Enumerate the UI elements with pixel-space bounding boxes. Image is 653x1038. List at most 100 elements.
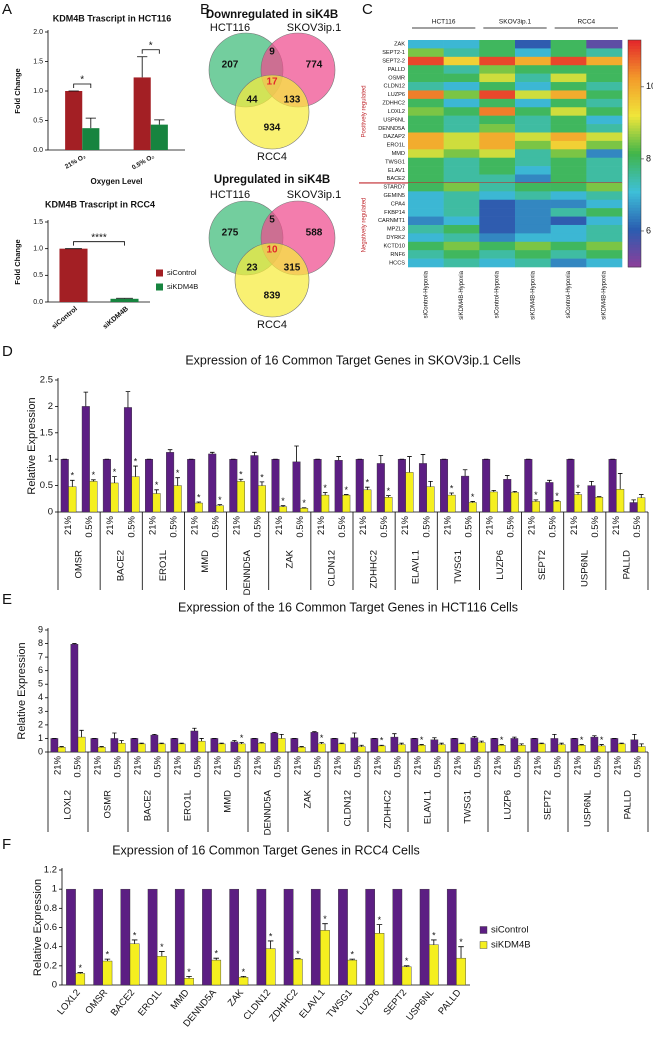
heatmap-cell xyxy=(479,132,516,142)
bar xyxy=(277,738,286,753)
y-tick-label: 0.2 xyxy=(44,960,57,971)
sub-category-label: 21% xyxy=(400,515,411,535)
sub-category-label: 21% xyxy=(63,515,74,535)
colorbar-step xyxy=(628,261,641,265)
error-bar xyxy=(196,501,202,504)
y-tick-label: 0.5 xyxy=(40,480,53,491)
y-tick-label: 2 xyxy=(38,719,43,729)
sub-category-label: 0.5% xyxy=(473,755,484,777)
bar xyxy=(256,888,267,986)
heatmap-cell xyxy=(443,107,480,116)
x-tick-label: PALLD xyxy=(621,550,632,580)
colorbar-step xyxy=(628,210,641,214)
sub-category-label: 0.5% xyxy=(73,755,84,777)
sub-category-label: 21% xyxy=(493,755,504,775)
heatmap-cell xyxy=(586,174,623,184)
bar xyxy=(217,743,226,753)
error-bar xyxy=(419,744,424,746)
bar xyxy=(342,494,351,513)
heatmap-cell xyxy=(586,65,623,74)
venn-count: 588 xyxy=(306,228,323,239)
bar xyxy=(133,77,151,150)
heatmap-cell xyxy=(586,73,623,83)
x-tick-label: ZAK xyxy=(284,549,295,568)
y-tick-label: 4 xyxy=(38,692,43,702)
chart-title: Expression of the 16 Common Target Genes… xyxy=(178,600,518,614)
sub-category-label: 0.5% xyxy=(590,515,601,537)
heatmap-cell xyxy=(550,199,587,209)
significance-label: * xyxy=(239,470,243,480)
heatmap-cell xyxy=(586,233,623,243)
heatmap-cell xyxy=(550,191,587,201)
venn-count: 275 xyxy=(222,228,239,239)
heatmap-cell xyxy=(479,65,516,74)
panel-label: B xyxy=(200,1,210,18)
error-bar xyxy=(386,495,391,498)
column-label: siControl-Hypoxia xyxy=(566,270,572,318)
significance-label: * xyxy=(176,468,180,478)
heatmap-cell xyxy=(479,174,516,184)
heatmap-cell xyxy=(443,174,480,184)
colorbar-step xyxy=(628,181,641,186)
y-tick-label: 1.5 xyxy=(33,58,43,65)
sub-category-label: 0.5% xyxy=(393,755,404,777)
x-tick-label: ZDHHC2 xyxy=(369,550,380,589)
colorbar-step xyxy=(628,116,641,120)
sub-category-label: 0.5% xyxy=(553,755,564,777)
error-bar xyxy=(596,496,602,498)
bar xyxy=(357,746,366,753)
sub-category-label: 0.5% xyxy=(379,515,390,537)
bar xyxy=(489,491,498,513)
bar xyxy=(102,960,113,986)
bar xyxy=(117,742,126,753)
x-tick-label: siKDM4B xyxy=(102,306,130,331)
heatmap-cell xyxy=(479,258,516,268)
heatmap-cell xyxy=(515,157,551,167)
heatmap-cell xyxy=(550,174,587,184)
heatmap-cell xyxy=(550,140,587,150)
y-tick-label: 0 xyxy=(48,507,53,518)
sub-category-label: 21% xyxy=(453,755,464,775)
row-label: STARD7 xyxy=(383,185,405,191)
heatmap-cell xyxy=(408,107,444,116)
bar xyxy=(374,933,385,986)
error-bar xyxy=(79,729,84,738)
error-bar xyxy=(319,742,324,744)
chart-title: Expression of 16 Common Target Genes in … xyxy=(185,353,520,367)
venn-count: 133 xyxy=(284,95,301,106)
x-tick-label: OMSR xyxy=(74,550,85,579)
heatmap-cell xyxy=(408,73,444,83)
colorbar-step xyxy=(628,68,641,72)
bar xyxy=(418,463,427,513)
bar xyxy=(461,475,470,513)
bar xyxy=(377,745,386,753)
heatmap-cell xyxy=(479,233,516,243)
bar xyxy=(630,739,639,753)
significance-label: * xyxy=(302,498,306,508)
bar xyxy=(297,747,306,753)
bar xyxy=(570,738,579,753)
bar xyxy=(552,501,561,513)
significance-label: * xyxy=(500,735,504,745)
heatmap-cell xyxy=(515,40,551,49)
error-bar xyxy=(589,480,594,486)
bar xyxy=(65,91,83,150)
significance-label: * xyxy=(281,496,285,506)
panel-label: D xyxy=(2,343,13,360)
significance-label: * xyxy=(459,937,463,947)
sub-category-label: 21% xyxy=(232,515,243,535)
significance-label: * xyxy=(71,471,75,481)
bar xyxy=(590,736,599,753)
colorbar-step xyxy=(628,59,641,64)
heatmap-cell xyxy=(515,182,551,192)
bar xyxy=(437,744,446,753)
error-bar xyxy=(301,507,307,509)
bar xyxy=(397,744,406,753)
y-tick-label: 2.0 xyxy=(33,29,43,36)
venn-title: Downregulated in siK4B xyxy=(206,9,338,21)
row-label: SEPT2-1 xyxy=(382,50,405,56)
error-bar xyxy=(339,742,344,744)
bar xyxy=(617,743,626,753)
error-bar xyxy=(512,491,518,493)
error-bar xyxy=(638,494,644,498)
